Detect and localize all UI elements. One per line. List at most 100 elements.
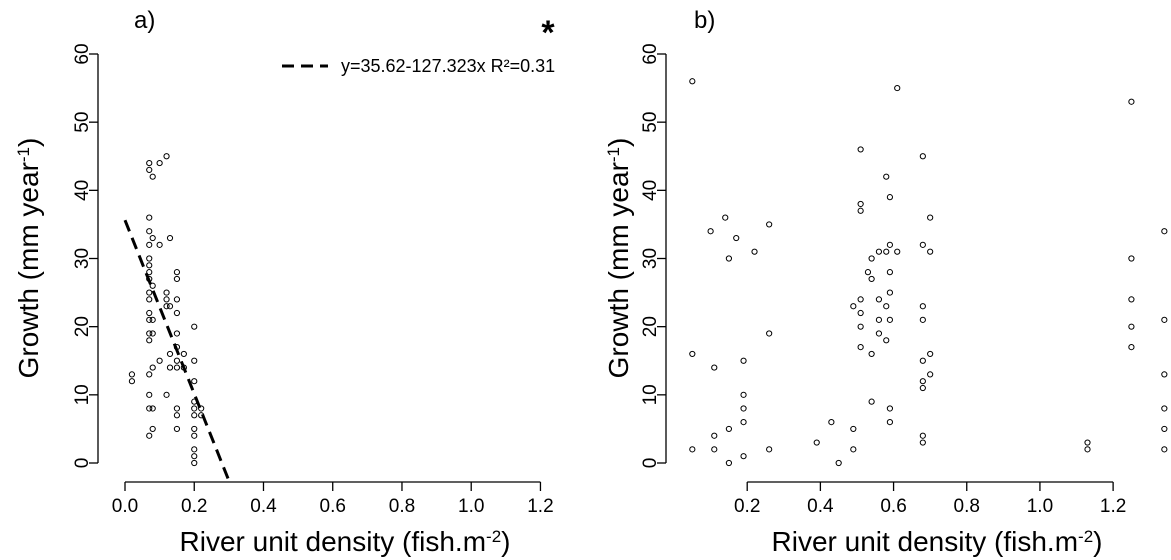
data-point: [875, 296, 883, 303]
data-point: [173, 309, 181, 317]
data-point: [1128, 344, 1135, 351]
x-axis-label: River unit density (fish.m-2): [180, 526, 511, 557]
data-point: [733, 234, 740, 242]
data-point: [173, 364, 181, 371]
data-point: [689, 78, 696, 85]
data-point: [156, 159, 163, 167]
data-point: [146, 255, 153, 262]
data-point: [835, 459, 842, 467]
data-point: [875, 248, 883, 255]
data-point: [1161, 228, 1168, 235]
data-point: [1128, 296, 1135, 303]
data-point: [886, 419, 894, 426]
data-point: [166, 364, 174, 371]
x-tick-label: 1.2: [1100, 496, 1126, 517]
data-point: [163, 296, 170, 303]
data-point: [1084, 439, 1091, 446]
data-point: [722, 214, 729, 221]
panel-label: b): [694, 7, 715, 34]
data-point: [191, 412, 198, 419]
y-tick-label: 10: [640, 384, 661, 405]
data-point: [857, 146, 864, 153]
data-point: [886, 269, 894, 276]
x-tick-label: 0.6: [320, 496, 346, 517]
data-point: [740, 391, 747, 398]
data-point: [149, 316, 156, 323]
data-point: [850, 303, 857, 310]
data-point: [146, 214, 153, 221]
y-tick-label: 20: [72, 316, 93, 337]
data-point: [886, 241, 894, 248]
data-point: [128, 371, 136, 378]
data-point: [919, 303, 926, 310]
data-point: [1128, 323, 1135, 330]
x-tick-label: 0.0: [112, 496, 138, 517]
y-tick-label: 20: [640, 316, 661, 337]
data-point: [166, 303, 174, 310]
data-point: [740, 357, 747, 364]
data-point: [919, 357, 926, 364]
data-point: [180, 350, 187, 358]
data-point: [191, 405, 198, 412]
data-point: [886, 405, 894, 412]
x-tick-label: 0.4: [807, 496, 834, 517]
data-point: [857, 296, 864, 303]
data-point: [919, 384, 926, 392]
data-point: [919, 439, 926, 446]
y-tick-label: 10: [72, 384, 93, 405]
data-point: [766, 221, 773, 228]
data-point: [191, 453, 198, 460]
data-point: [894, 248, 901, 255]
data-point: [191, 459, 198, 467]
data-point: [828, 419, 835, 426]
data-point: [919, 153, 926, 160]
data-point: [163, 289, 170, 296]
data-point: [883, 248, 890, 255]
data-point: [927, 350, 934, 358]
data-point: [146, 405, 153, 412]
data-point: [711, 446, 718, 453]
data-point: [191, 432, 198, 439]
data-point: [146, 337, 153, 344]
y-tick-label: 40: [640, 180, 661, 201]
y-tick-label: 0: [72, 458, 93, 469]
y-tick-label: 0: [640, 458, 661, 469]
data-point: [146, 371, 153, 378]
data-point: [711, 364, 718, 371]
data-point: [740, 453, 747, 460]
data-point: [149, 405, 156, 412]
data-point: [919, 378, 926, 385]
panel-b: 0.2 0.4 0.6 0.8 1.0 1.2 0 10 20 30 40 50 60 River uni…: [603, 7, 1168, 557]
y-axis-label: Growth (mm year-1): [13, 138, 44, 379]
data-point: [149, 282, 156, 289]
data-point: [173, 405, 181, 412]
data-point: [883, 337, 890, 344]
data-point: [1084, 446, 1091, 453]
data-point: [128, 378, 136, 385]
data-point: [927, 248, 934, 255]
x-tick-label: 0.4: [250, 496, 277, 517]
x-tick-label: 1.0: [458, 496, 484, 517]
data-point: [886, 289, 894, 296]
data-point: [711, 432, 718, 439]
significance-marker: *: [541, 14, 555, 52]
y-tick-label: 50: [72, 112, 93, 133]
data-point: [166, 234, 174, 242]
x-tick-label: 1.2: [527, 496, 553, 517]
data-point: [751, 248, 758, 255]
data-point: [146, 269, 153, 276]
data-point: [919, 241, 926, 248]
data-point: [156, 357, 163, 364]
x-tick-label: 0.8: [389, 496, 415, 517]
y-tick-label: 60: [72, 43, 93, 64]
data-point: [857, 344, 864, 351]
data-point: [166, 350, 174, 358]
x-tick-label: 0.8: [954, 496, 980, 517]
data-point: [191, 378, 198, 385]
data-point: [146, 432, 153, 439]
data-point: [1161, 446, 1168, 453]
data-point: [725, 459, 733, 467]
data-point: [173, 296, 181, 303]
data-point: [146, 262, 153, 269]
